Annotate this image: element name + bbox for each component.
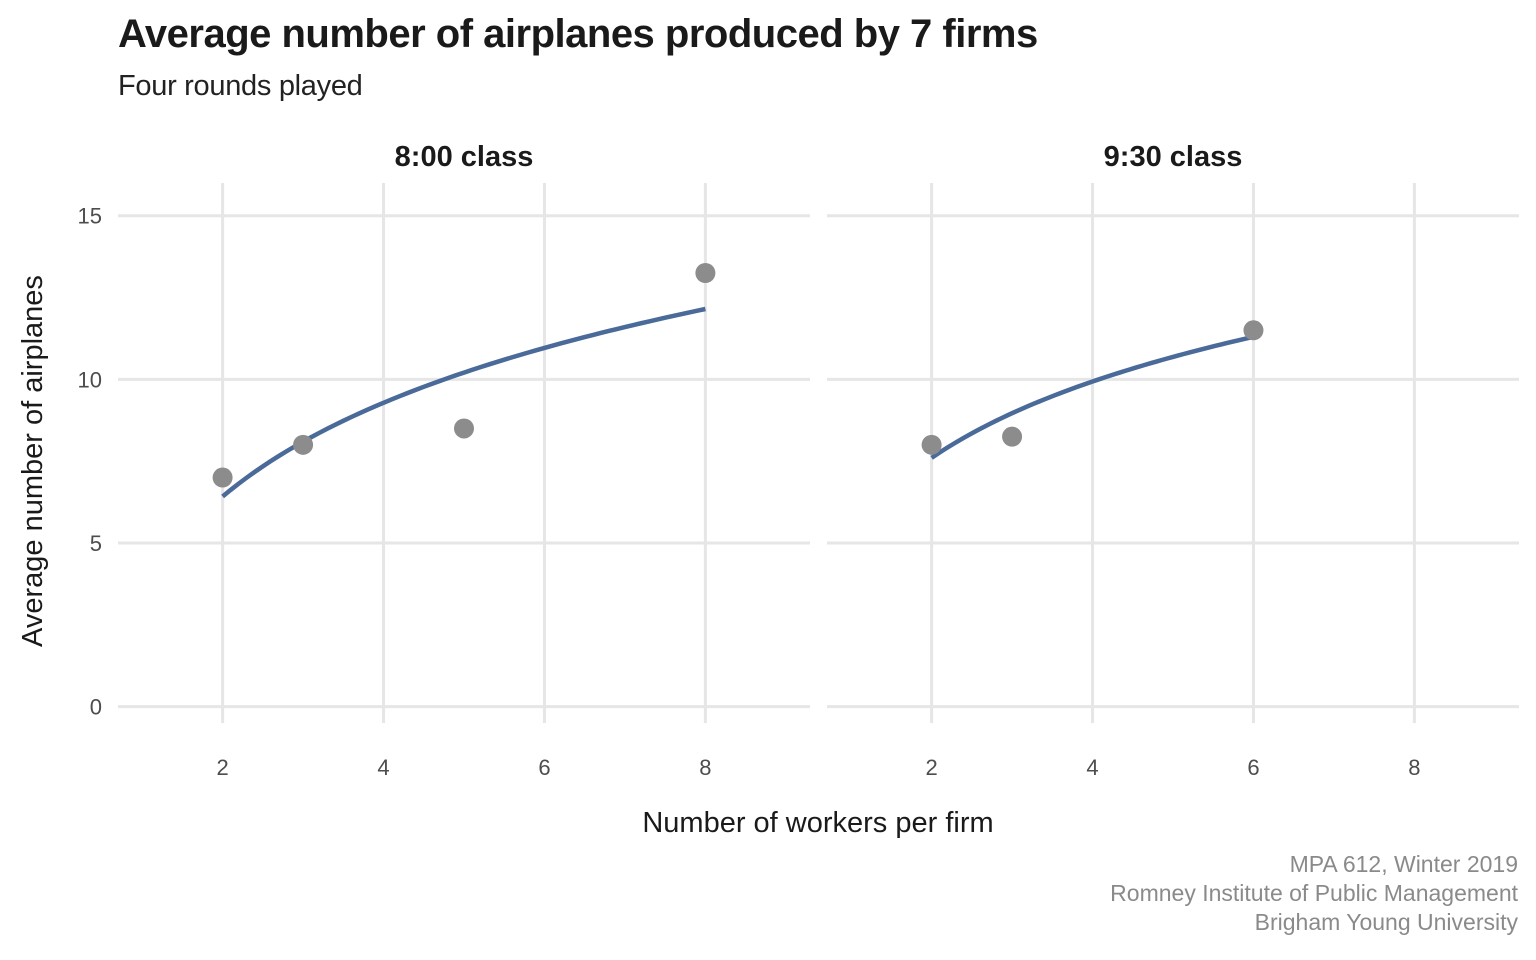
panel-2-x-tick-label-6: 6 [1247,755,1259,780]
panel-1-point-2 [293,434,314,455]
y-tick-label-15: 15 [78,204,102,229]
panel-1-x-tick-label-4: 4 [377,755,389,780]
panel-2-x-tick-label-8: 8 [1408,755,1420,780]
panel-1-point-4 [695,263,716,283]
caption-line-course: MPA 612, Winter 2019 [1289,851,1518,877]
panel-2-point-1 [921,434,942,455]
y-tick-label-5: 5 [90,531,102,556]
panel-1-point-1 [212,467,233,488]
panel-2-fit-line [930,334,1254,460]
chart-title: Average number of airplanes produced by … [118,12,1038,56]
panel-1-strip-label: 8:00 class [395,141,534,173]
panel-2-x-tick-label-2: 2 [925,755,937,780]
panel-1-fit-line [221,306,706,499]
chart-caption: MPA 612, Winter 2019 Romney Institute of… [1110,850,1518,937]
y-axis-label: Average number of airplanes [17,275,49,647]
panel-2-point-2 [1002,426,1023,447]
x-axis-label: Number of workers per firm [642,807,993,839]
panel-2-x-tick-label-4: 4 [1086,755,1098,780]
chart-subtitle: Four rounds played [118,70,363,102]
caption-line-institute: Romney Institute of Public Management [1110,880,1518,906]
panel-2-point-3 [1243,320,1264,341]
panel-2-strip-label: 9:30 class [1104,141,1243,173]
panel-1-point-3 [454,418,474,439]
y-tick-label-10: 10 [78,367,102,392]
panel-1-x-tick-label-6: 6 [538,755,550,780]
caption-line-university: Brigham Young University [1254,909,1518,935]
panel-1-x-tick-label-8: 8 [699,755,711,780]
panel-1-x-tick-label-2: 2 [216,755,228,780]
y-tick-label-0: 0 [90,695,102,720]
